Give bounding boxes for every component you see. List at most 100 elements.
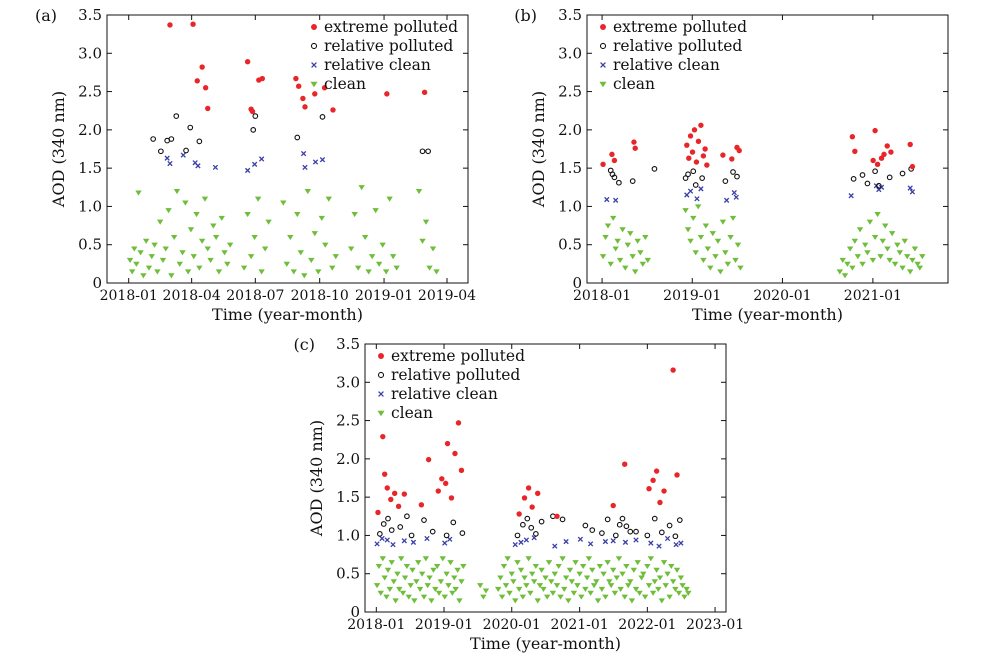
point-extreme-polluted <box>425 456 432 463</box>
panel-label: (a) <box>35 6 57 25</box>
point-clean <box>498 594 506 600</box>
point-relative-polluted <box>627 528 634 535</box>
x-axis-label: Time (year-month) <box>212 305 363 324</box>
point-extreme-polluted <box>872 127 878 134</box>
point-clean <box>375 563 383 570</box>
x-tick-label: 2018-01 <box>100 288 158 304</box>
point-relative-polluted <box>425 148 431 155</box>
point-relative-clean <box>577 536 584 542</box>
legend-label-clean: clean <box>613 75 655 93</box>
point-extreme-polluted <box>321 85 328 91</box>
point-clean <box>862 242 869 248</box>
point-clean <box>168 273 175 279</box>
point-relative-polluted <box>619 515 626 522</box>
point-clean <box>572 560 579 566</box>
point-clean <box>451 575 458 581</box>
point-relative-polluted <box>380 521 387 527</box>
y-tick-label: 1.5 <box>78 159 102 177</box>
point-clean <box>433 563 441 570</box>
point-relative-clean <box>909 189 916 195</box>
legend-label-relative-polluted: relative polluted <box>324 37 453 55</box>
point-extreme-polluted <box>384 485 390 491</box>
point-extreme-polluted <box>729 156 735 162</box>
point-clean <box>690 215 697 221</box>
point-clean <box>844 261 851 267</box>
point-relative-polluted <box>158 148 164 155</box>
point-clean <box>397 556 405 562</box>
x-tick-label: 2021-01 <box>551 617 609 633</box>
y-tick-label: 0 <box>350 603 360 621</box>
point-clean <box>574 583 581 589</box>
point-clean <box>610 567 617 573</box>
point-clean <box>443 571 450 577</box>
point-clean <box>619 227 626 233</box>
point-relative-polluted <box>886 174 893 181</box>
point-clean <box>480 594 487 600</box>
point-clean <box>151 242 158 248</box>
x-tick-label: 2019-01 <box>355 288 413 304</box>
point-clean <box>386 196 393 202</box>
point-relative-clean <box>723 197 730 203</box>
point-extreme-polluted <box>302 104 308 110</box>
point-clean <box>283 261 291 267</box>
point-extreme-polluted <box>698 122 704 128</box>
point-clean <box>332 254 339 260</box>
point-relative-polluted <box>651 515 658 522</box>
point-relative-polluted <box>616 521 623 528</box>
y-tick-label: 1.5 <box>558 159 582 177</box>
point-relative-polluted <box>376 531 383 537</box>
point-extreme-polluted <box>610 502 616 509</box>
point-clean <box>424 583 431 589</box>
y-tick-label: 0.5 <box>558 236 582 254</box>
point-extreme-polluted <box>421 89 428 96</box>
y-axis-label: AOD (340 nm) <box>529 91 548 208</box>
point-clean <box>737 265 744 271</box>
panel-label: (c) <box>294 335 315 354</box>
point-clean <box>377 590 384 596</box>
point-relative-polluted <box>633 528 639 535</box>
point-clean <box>261 246 269 252</box>
point-relative-polluted <box>699 175 705 181</box>
point-relative-clean <box>633 537 639 543</box>
point-clean <box>190 254 197 260</box>
series-extreme-polluted <box>167 21 428 115</box>
point-extreme-polluted <box>295 83 302 89</box>
legend-label-extreme-polluted: extreme polluted <box>391 347 525 365</box>
point-clean <box>388 560 395 566</box>
point-clean <box>700 257 707 264</box>
legend-label-relative-clean: relative clean <box>613 56 720 74</box>
point-clean <box>598 586 606 593</box>
point-clean <box>390 579 397 585</box>
y-tick-label: 1.5 <box>336 488 360 506</box>
point-clean <box>616 257 624 264</box>
point-clean <box>664 571 671 577</box>
point-clean <box>212 234 220 241</box>
point-extreme-polluted <box>442 480 449 487</box>
point-extreme-polluted <box>702 146 708 152</box>
point-clean <box>634 238 641 244</box>
point-extreme-polluted <box>695 138 702 145</box>
point-clean <box>609 215 617 221</box>
point-relative-polluted <box>666 522 673 529</box>
y-tick-label: 3.5 <box>558 6 582 24</box>
point-clean <box>432 586 439 593</box>
point-clean <box>631 269 639 275</box>
point-relative-polluted <box>397 524 404 530</box>
point-clean <box>497 575 504 581</box>
point-clean <box>365 269 372 275</box>
point-clean <box>866 219 874 225</box>
point-clean <box>383 594 390 600</box>
point-extreme-polluted <box>167 22 173 28</box>
point-extreme-polluted <box>686 155 692 161</box>
point-clean <box>254 196 262 202</box>
point-clean <box>426 265 433 271</box>
point-clean <box>540 586 547 593</box>
point-extreme-polluted <box>444 440 451 447</box>
point-clean <box>694 204 702 210</box>
point-clean <box>447 560 454 566</box>
point-extreme-polluted <box>244 59 251 65</box>
point-relative-polluted <box>582 522 589 529</box>
point-clean <box>393 265 400 271</box>
point-clean <box>156 219 164 225</box>
